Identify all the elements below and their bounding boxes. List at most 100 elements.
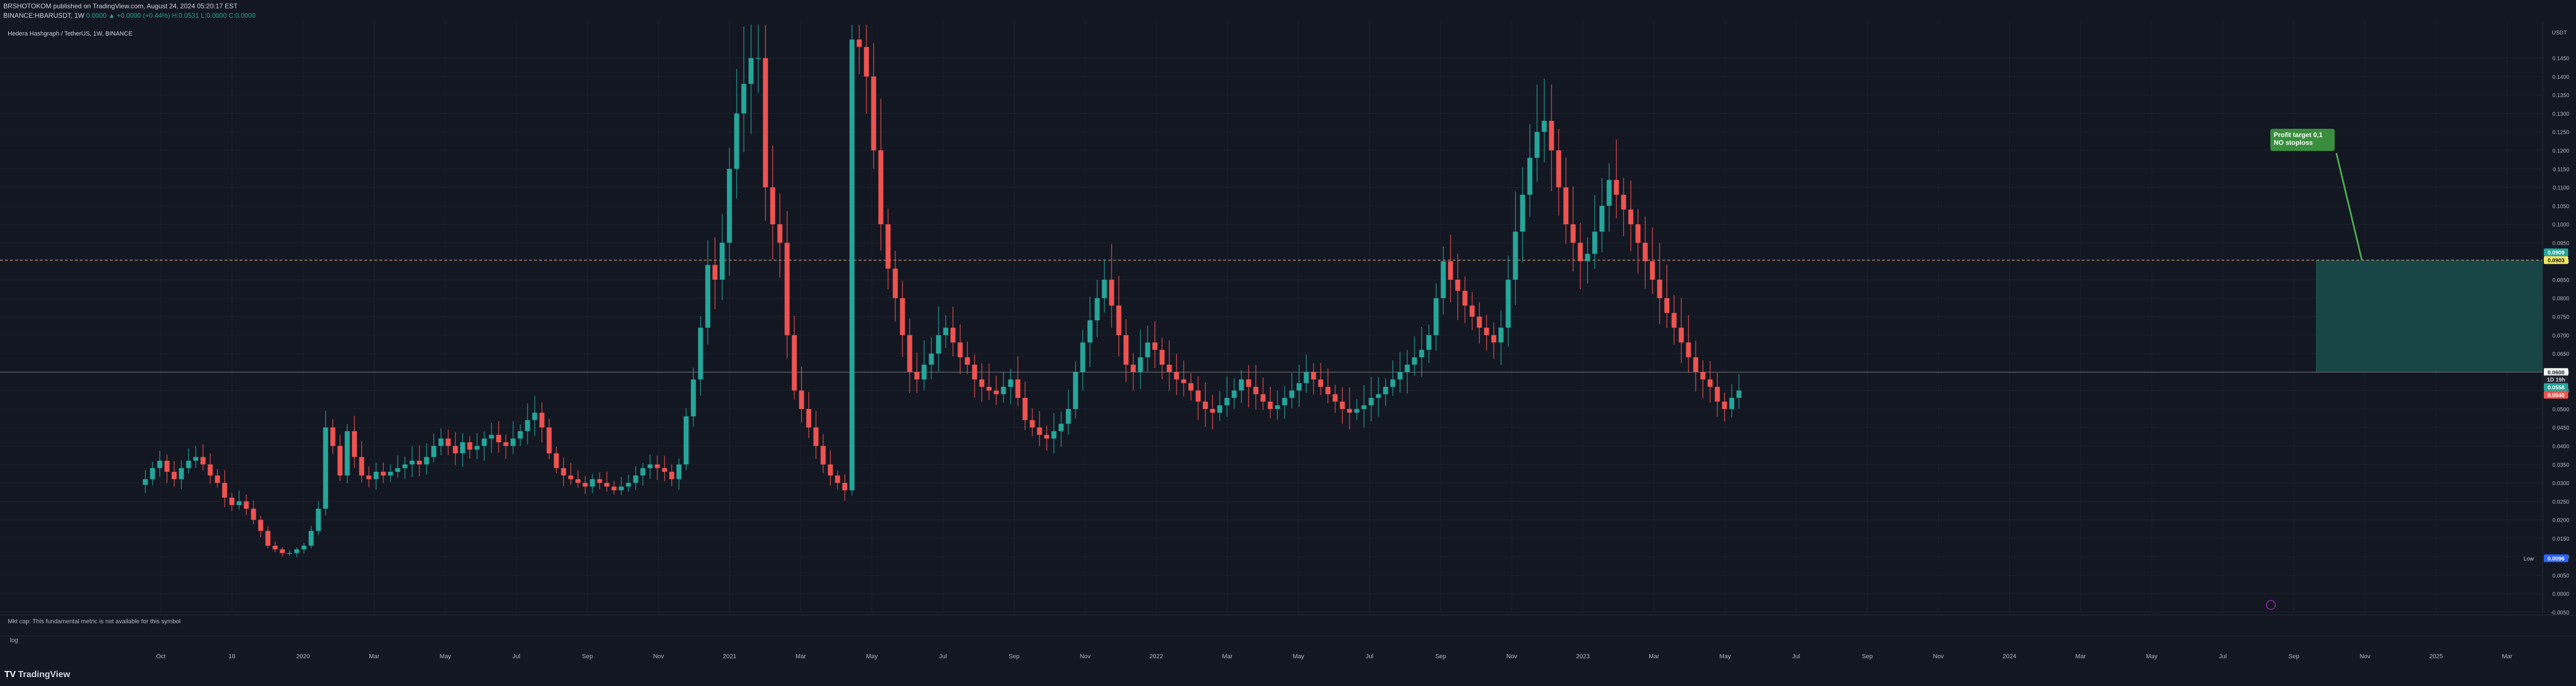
- candle-body: [683, 416, 689, 465]
- candle-body: [1231, 390, 1237, 398]
- log-scale-toggle[interactable]: log: [10, 637, 18, 644]
- x-tick-label: Jul: [1366, 653, 1373, 660]
- publisher-line: BRSHOTOKOM published on TradingView.com,…: [3, 2, 238, 10]
- candle-body: [1058, 423, 1064, 431]
- candle-body: [972, 365, 977, 380]
- candle-body: [1318, 379, 1324, 387]
- candle-body: [575, 479, 581, 483]
- candle-body: [871, 76, 876, 150]
- candle-body: [719, 243, 725, 280]
- candle-body: [280, 549, 285, 553]
- candle-body: [1671, 312, 1677, 328]
- candle-body: [849, 39, 855, 491]
- candle-body: [193, 457, 199, 461]
- y-tick-label: 0.0200: [2552, 518, 2569, 524]
- candle-body: [1563, 187, 1569, 225]
- candle-body: [1325, 386, 1331, 395]
- candle-body: [1210, 408, 1215, 413]
- candle-body: [510, 438, 516, 446]
- candle-body: [921, 365, 927, 380]
- y-tick-label: 0.0850: [2552, 278, 2569, 284]
- candle-body: [1736, 390, 1742, 398]
- x-tick-label: May: [866, 653, 878, 660]
- candle-body: [179, 468, 184, 480]
- candle-body: [244, 501, 249, 509]
- candle-body: [1578, 243, 1583, 261]
- candle-body: [698, 327, 703, 380]
- candle-body: [1008, 379, 1013, 387]
- candle-body: [784, 243, 790, 335]
- event-marker-icon: [2266, 600, 2276, 610]
- y-tick-label: 0.0150: [2552, 536, 2569, 542]
- price-axis: 0.1450 0.1400 0.1350 0.1300 0.1250 0.1200 0.11…: [2524, 21, 2569, 616]
- candle-body: [929, 354, 934, 365]
- candle-body: [748, 58, 754, 84]
- price-label-current: 0.0600: [2548, 370, 2565, 376]
- price-chart[interactable]: 0.1450 0.1400 0.1350 0.1300 0.1250 0.1200 0.11…: [0, 21, 2576, 667]
- candle-body: [777, 224, 783, 243]
- candle-body: [207, 464, 213, 476]
- candle-body: [1534, 132, 1540, 158]
- candle-body: [1109, 279, 1114, 306]
- candle-body: [604, 483, 610, 487]
- x-tick-label: Sep: [1862, 653, 1873, 660]
- price-label-dashed-b-bg: [2544, 248, 2568, 256]
- y-tick-label: -0.0050: [2550, 610, 2569, 616]
- x-tick-label: Mar: [2502, 653, 2513, 660]
- candle-body: [222, 483, 227, 498]
- target-zone-box: [2316, 260, 2543, 372]
- candle-body: [359, 457, 364, 476]
- candle-body: [1686, 342, 1691, 357]
- candle-body: [856, 39, 862, 47]
- x-tick-label: May: [439, 653, 451, 660]
- candle-body: [373, 472, 379, 480]
- brand[interactable]: TV TradingView: [4, 670, 70, 680]
- y-tick-label: 0.0800: [2552, 296, 2569, 302]
- note-line-2: NO stoploss: [2274, 139, 2313, 147]
- candle-body: [1541, 120, 1547, 132]
- candle-body: [265, 531, 271, 546]
- candle-body: [1174, 372, 1179, 380]
- candle-body: [590, 479, 595, 487]
- candle-body: [1404, 365, 1410, 372]
- y-tick-label: 0.1000: [2552, 222, 2569, 228]
- candle-body: [460, 442, 465, 453]
- candle-body: [352, 431, 357, 457]
- x-tick-label: 2020: [296, 653, 310, 660]
- candle-body: [1599, 205, 1605, 232]
- candle-body: [1296, 383, 1302, 391]
- candle-body: [1606, 180, 1612, 206]
- candle-body: [618, 486, 624, 491]
- candle-body: [1347, 408, 1352, 413]
- candle-body: [1433, 298, 1439, 335]
- profit-target-note[interactable]: Profit target 0,1 NO stoploss: [2270, 129, 2335, 151]
- candle-body: [1246, 379, 1251, 387]
- y-tick-label: 0.1300: [2552, 111, 2569, 117]
- candle-body: [1217, 405, 1223, 413]
- y-tick-label: 0.1050: [2552, 204, 2569, 210]
- candle-body: [453, 446, 458, 453]
- candle-body: [186, 461, 191, 468]
- candle-body: [518, 431, 523, 439]
- candle-body: [828, 464, 833, 476]
- candle-body: [1383, 386, 1388, 395]
- candle-body: [669, 472, 675, 480]
- y-tick-label: 0.1250: [2552, 130, 2569, 136]
- candle-body: [900, 298, 905, 335]
- candle-body: [1679, 327, 1684, 343]
- candle-body: [1412, 357, 1417, 365]
- candle-body: [1614, 180, 1619, 195]
- x-tick-label: May: [1720, 653, 1731, 660]
- candle-body: [893, 268, 898, 299]
- price-label-countdown-bg: [2544, 375, 2568, 384]
- x-tick-label: 18: [229, 653, 235, 660]
- candle-body: [1722, 401, 1727, 409]
- x-tick-label: 2021: [723, 653, 736, 660]
- candlestick-series: [143, 24, 1742, 557]
- x-tick-label: Nov: [1933, 653, 1944, 660]
- y-tick-label: 0.0250: [2552, 499, 2569, 505]
- candle-body: [770, 187, 775, 225]
- price-label-low: 0.0096: [2548, 556, 2565, 562]
- y-tick-label: 0.1200: [2552, 148, 2569, 154]
- candle-body: [1087, 320, 1093, 343]
